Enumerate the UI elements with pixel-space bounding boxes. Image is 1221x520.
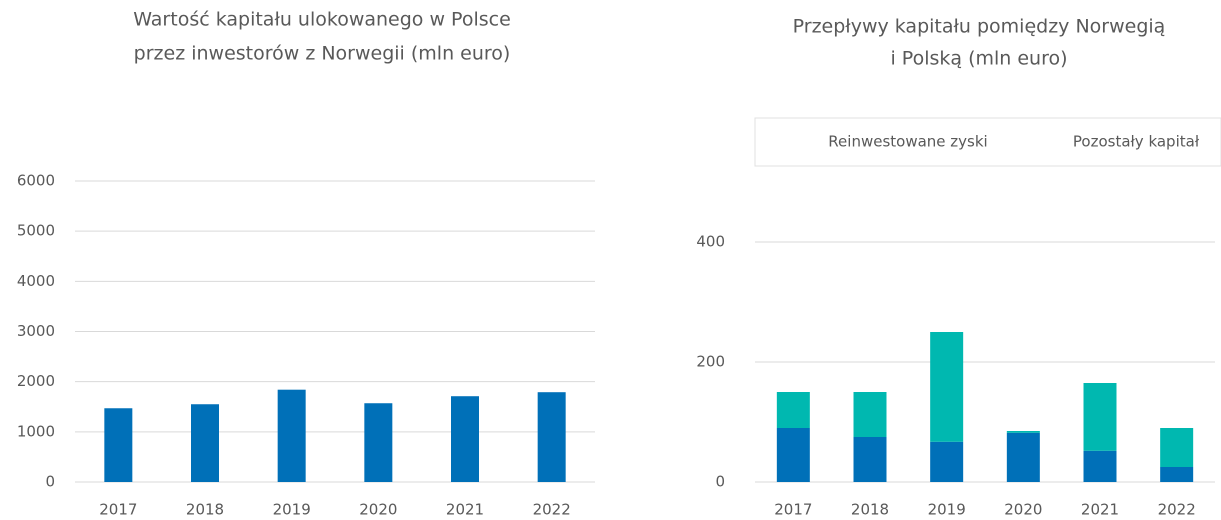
x-tick-label: 2019 — [928, 501, 966, 519]
x-tick-label: 2020 — [359, 501, 397, 519]
y-tick-label: 200 — [696, 353, 725, 371]
chart-title: Przepływy kapitału pomiędzy Norwegią — [793, 16, 1166, 38]
bar-segment — [853, 392, 887, 437]
x-tick-label: 2022 — [533, 501, 571, 519]
bar — [191, 404, 219, 482]
y-tick-label: 3000 — [17, 322, 55, 340]
bar-segment — [1160, 428, 1194, 467]
bar-segment — [776, 428, 810, 482]
bar — [451, 396, 479, 482]
bar — [364, 403, 393, 482]
bar-segment — [1006, 431, 1040, 433]
y-tick-label: 5000 — [17, 222, 55, 240]
bar — [277, 389, 306, 482]
x-tick-label: 2020 — [1004, 501, 1042, 519]
bar-segment — [1083, 450, 1117, 482]
legend-label: Pozostały kapitał — [1073, 133, 1200, 151]
y-tick-label: 4000 — [17, 272, 55, 290]
bar — [104, 408, 133, 482]
x-tick-label: 2021 — [1081, 501, 1119, 519]
x-tick-label: 2019 — [273, 501, 311, 519]
chart-title: przez inwestorów z Norwegii (mln euro) — [134, 43, 511, 65]
y-tick-label: 400 — [696, 233, 725, 251]
y-tick-label: 0 — [45, 473, 55, 491]
bar-segment — [930, 441, 964, 482]
bar-segment — [1006, 432, 1040, 482]
y-tick-label: 6000 — [17, 172, 55, 190]
bar-segment — [776, 392, 810, 428]
x-tick-label: 2017 — [774, 501, 812, 519]
y-tick-label: 2000 — [17, 372, 55, 390]
x-tick-label: 2021 — [446, 501, 484, 519]
bar-segment — [853, 437, 887, 482]
bar-segment — [930, 332, 964, 442]
y-tick-label: 1000 — [17, 422, 55, 440]
x-tick-label: 2022 — [1158, 501, 1196, 519]
x-tick-label: 2017 — [99, 501, 137, 519]
x-tick-label: 2018 — [186, 501, 224, 519]
bar — [537, 392, 566, 482]
bar-segment — [1160, 467, 1194, 482]
legend-box — [754, 117, 1221, 167]
y-tick-label: 0 — [715, 473, 725, 491]
legend-label: Reinwestowane zyski — [828, 133, 987, 151]
chart-title: i Polską (mln euro) — [890, 48, 1067, 70]
chart-title: Wartość kapitału ulokowanego w Polsce — [133, 9, 511, 31]
x-tick-label: 2018 — [851, 501, 889, 519]
bar-segment — [1083, 383, 1117, 451]
